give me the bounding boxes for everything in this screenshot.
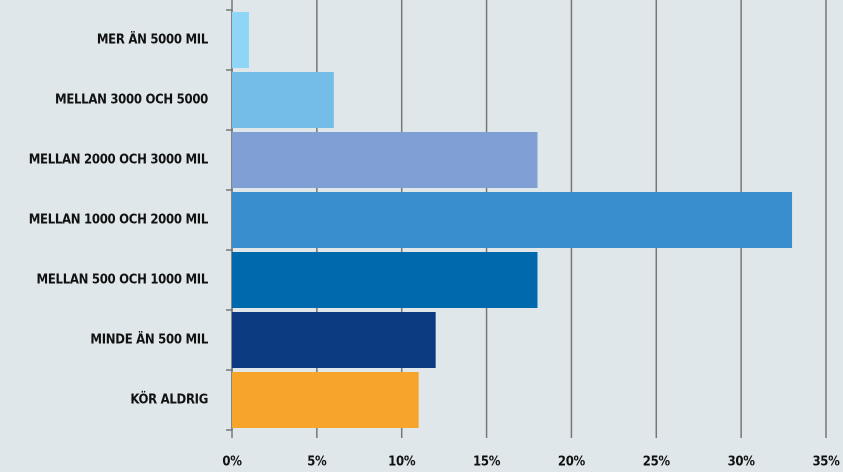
x-tick-label: 5% [307,455,327,470]
y-tick-label: MELLAN 3000 OCH 5000 [55,93,208,108]
y-tick-label: MELLAN 500 OCH 1000 MIL [37,273,209,288]
bar [232,72,334,128]
x-tick-label: 25% [643,455,671,470]
y-tick-label: MELLAN 2000 OCH 3000 MIL [29,153,209,168]
x-tick-label: 10% [388,455,416,470]
y-tick-label: MELLAN 1000 OCH 2000 MIL [29,213,209,228]
bar [232,12,249,68]
y-tick-label: MER ÄN 5000 MIL [97,32,209,48]
bar [232,132,538,188]
y-tick-label: MINDE ÄN 500 MIL [90,332,208,348]
x-tick-label: 0% [222,455,242,470]
y-tick-label: KÖR ALDRIG [130,392,208,408]
bar [232,192,793,248]
bar [232,252,538,308]
x-tick-label: 30% [728,455,756,470]
bar [232,312,436,368]
x-tick-label: 20% [558,455,586,470]
x-tick-label: 35% [812,455,840,470]
bar [232,372,419,428]
x-tick-label: 15% [473,455,501,470]
